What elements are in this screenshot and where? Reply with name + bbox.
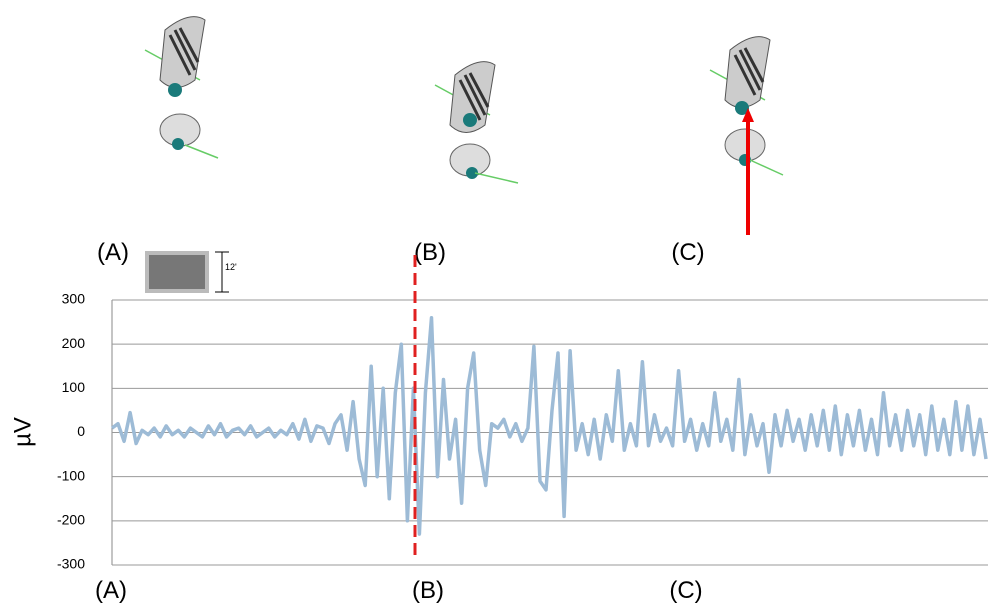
render-c: [709, 36, 784, 235]
y-axis-label: µV: [9, 417, 36, 447]
top-label: (C): [671, 239, 704, 266]
top-label: (B): [414, 239, 446, 266]
scale-label: 12': [225, 262, 237, 272]
signal-line: [110, 315, 988, 536]
y-tick-label: -300: [57, 556, 85, 572]
render-b: [434, 61, 519, 184]
scale-bracket: [215, 251, 229, 293]
y-tick-label: -200: [57, 512, 85, 528]
bottom-label: (C): [669, 577, 702, 603]
y-tick-label: 200: [62, 335, 86, 351]
bottom-label: (B): [412, 577, 444, 603]
top-label: (A): [97, 239, 129, 266]
y-tick-label: 0: [77, 423, 85, 439]
y-tick-label: 300: [62, 291, 86, 307]
scale-box: [145, 251, 209, 293]
y-tick-label: 100: [62, 379, 86, 395]
y-tick-label: -100: [57, 467, 85, 483]
bottom-label: (A): [95, 577, 127, 603]
render-a: [144, 16, 219, 159]
